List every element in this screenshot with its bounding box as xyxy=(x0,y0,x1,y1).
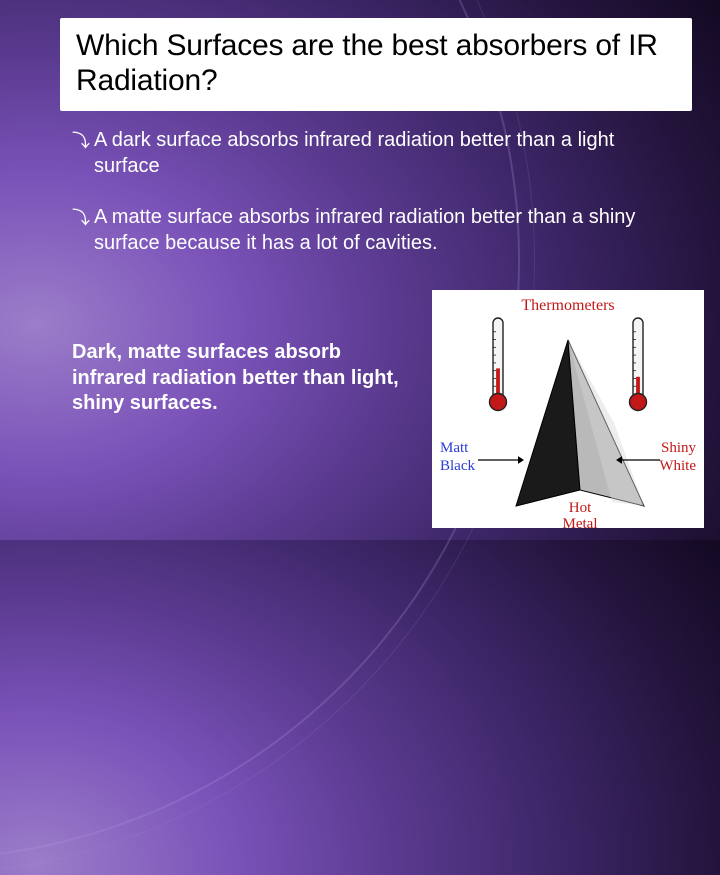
svg-text:White: White xyxy=(659,458,696,474)
bullet-marker-icon: ⤵ xyxy=(72,128,94,179)
svg-text:Black: Black xyxy=(440,458,475,474)
bullet-item: ⤵ A matte surface absorbs infrared radia… xyxy=(72,205,682,256)
title-container: Which Surfaces are the best absorbers of… xyxy=(60,18,692,111)
summary-text: Dark, matte surfaces absorb infrared rad… xyxy=(72,340,402,417)
slide-title: Which Surfaces are the best absorbers of… xyxy=(76,28,676,99)
bullet-text: A dark surface absorbs infrared radiatio… xyxy=(94,128,682,179)
bullet-marker-icon: ⤵ xyxy=(72,205,94,256)
svg-text:Matt: Matt xyxy=(440,440,469,456)
svg-text:Shiny: Shiny xyxy=(661,440,697,456)
svg-text:Hot: Hot xyxy=(569,500,592,516)
bullet-item: ⤵ A dark surface absorbs infrared radiat… xyxy=(72,128,682,179)
svg-text:Thermometers: Thermometers xyxy=(521,297,614,314)
content-area: ⤵ A dark surface absorbs infrared radiat… xyxy=(72,128,682,282)
absorption-diagram: Thermometers Matt Black Shiny White HotMetal xyxy=(432,290,704,528)
bullet-text: A matte surface absorbs infrared radiati… xyxy=(94,205,682,256)
svg-text:Metal: Metal xyxy=(563,516,598,528)
diagram-svg: Thermometers Matt Black Shiny White HotMetal xyxy=(432,290,704,528)
